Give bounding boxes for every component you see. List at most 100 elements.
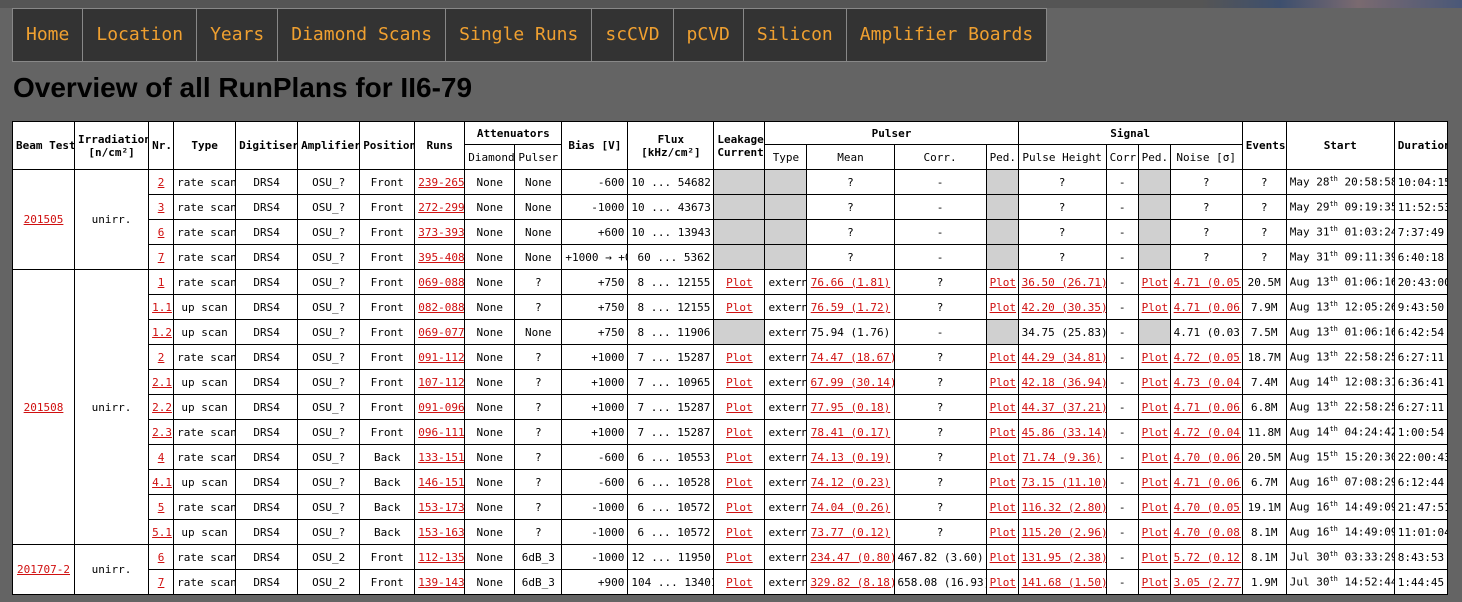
nav-home[interactable]: Home <box>12 8 83 62</box>
signal-noise-cell-link[interactable]: 4.70 (0.05) <box>1173 500 1243 514</box>
leakage-cell-link[interactable]: Plot <box>726 525 753 539</box>
leakage-cell-link[interactable]: Plot <box>726 500 753 514</box>
nr-cell-link[interactable]: 2 <box>157 175 165 189</box>
signal-ped-cell-link[interactable]: Plot <box>1141 475 1169 489</box>
pulser-mean-cell-link[interactable]: 329.82 (8.18) <box>810 575 894 589</box>
pulser-ped-cell-link[interactable]: Plot <box>989 375 1017 389</box>
runs-cell-link[interactable]: 096-111 <box>418 425 465 439</box>
pulser-mean-cell-link[interactable]: 74.04 (0.26) <box>810 500 891 514</box>
signal-ped-cell-link[interactable]: Plot <box>1141 275 1169 289</box>
beam-test-cell-link[interactable]: 201505 <box>23 213 64 226</box>
signal-noise-cell-link[interactable]: 4.71 (0.06) <box>1173 400 1243 414</box>
signal-ph-cell-link[interactable]: 141.68 (1.50) <box>1021 575 1107 589</box>
nav-years[interactable]: Years <box>196 8 278 62</box>
signal-noise-cell-link[interactable]: 4.71 (0.05) <box>1173 275 1243 289</box>
nav-diamond-scans[interactable]: Diamond Scans <box>277 8 446 62</box>
beam-test-cell-link[interactable]: 201707-2 <box>17 563 70 576</box>
pulser-mean-cell-link[interactable]: 74.47 (18.67) <box>810 350 894 364</box>
runs-cell-link[interactable]: 153-163 <box>418 525 465 539</box>
pulser-mean-cell-link[interactable]: 67.99 (30.14) <box>810 375 894 389</box>
signal-ped-cell-link[interactable]: Plot <box>1141 500 1169 514</box>
nav-sccvd[interactable]: scCVD <box>591 8 673 62</box>
nav-pcvd[interactable]: pCVD <box>672 8 743 62</box>
nr-cell-link[interactable]: 7 <box>157 250 165 264</box>
leakage-cell-link[interactable]: Plot <box>726 375 753 389</box>
pulser-ped-cell-link[interactable]: Plot <box>989 400 1017 414</box>
pulser-mean-cell-link[interactable]: 76.66 (1.81) <box>810 275 891 289</box>
runs-cell-link[interactable]: 133-151 <box>418 450 465 464</box>
nr-cell-link[interactable]: 1 <box>157 275 165 289</box>
signal-ped-cell-link[interactable]: Plot <box>1141 400 1169 414</box>
nr-cell-link[interactable]: 7 <box>157 575 165 589</box>
leakage-cell-link[interactable]: Plot <box>726 300 753 314</box>
nr-cell-link[interactable]: 5.1 <box>152 525 172 539</box>
runs-cell-link[interactable]: 272-299 <box>418 200 465 214</box>
nav-single-runs[interactable]: Single Runs <box>445 8 592 62</box>
leakage-cell-link[interactable]: Plot <box>726 475 753 489</box>
nav-silicon[interactable]: Silicon <box>742 8 846 62</box>
runs-cell-link[interactable]: 373-393 <box>418 225 465 239</box>
nr-cell-link[interactable]: 4.1 <box>152 475 172 489</box>
runs-cell-link[interactable]: 139-143 <box>418 575 465 589</box>
runs-cell-link[interactable]: 082-088 <box>418 300 465 314</box>
runs-cell-link[interactable]: 112-135 <box>418 550 465 564</box>
pulser-ped-cell-link[interactable]: Plot <box>989 500 1017 514</box>
leakage-cell-link[interactable]: Plot <box>726 350 753 364</box>
nr-cell-link[interactable]: 5 <box>157 500 165 514</box>
leakage-cell-link[interactable]: Plot <box>726 550 753 564</box>
signal-noise-cell-link[interactable]: 4.70 (0.08) <box>1173 525 1243 539</box>
signal-ped-cell-link[interactable]: Plot <box>1141 525 1169 539</box>
nr-cell-link[interactable]: 2.1 <box>152 375 172 389</box>
signal-ped-cell-link[interactable]: Plot <box>1141 375 1169 389</box>
runs-cell-link[interactable]: 069-088 <box>418 275 465 289</box>
pulser-ped-cell-link[interactable]: Plot <box>989 525 1017 539</box>
nav-amplifier-boards[interactable]: Amplifier Boards <box>845 8 1048 62</box>
runs-cell-link[interactable]: 069-077 <box>418 325 465 339</box>
signal-noise-cell-link[interactable]: 5.72 (0.12) <box>1173 550 1243 564</box>
pulser-mean-cell-link[interactable]: 74.13 (0.19) <box>810 450 891 464</box>
signal-noise-cell-link[interactable]: 4.71 (0.06) <box>1173 300 1243 314</box>
signal-ph-cell-link[interactable]: 115.20 (2.96) <box>1021 525 1107 539</box>
nr-cell-link[interactable]: 2.2 <box>152 400 172 414</box>
beam-test-cell-link[interactable]: 201508 <box>23 400 64 414</box>
signal-ped-cell-link[interactable]: Plot <box>1141 350 1169 364</box>
signal-ph-cell-link[interactable]: 116.32 (2.80) <box>1021 500 1107 514</box>
signal-noise-cell-link[interactable]: 3.05 (2.77) <box>1173 575 1243 589</box>
pulser-ped-cell-link[interactable]: Plot <box>989 475 1017 489</box>
nr-cell-link[interactable]: 1.2 <box>152 325 172 339</box>
signal-ph-cell-link[interactable]: 73.15 (11.10) <box>1021 475 1107 489</box>
runs-cell-link[interactable]: 239-265 <box>418 175 465 189</box>
signal-ph-cell-link[interactable]: 42.18 (36.94) <box>1021 375 1107 389</box>
signal-noise-cell-link[interactable]: 4.73 (0.04) <box>1173 375 1243 389</box>
signal-ph-cell-link[interactable]: 44.37 (37.21) <box>1021 400 1107 414</box>
signal-noise-cell-link[interactable]: 4.70 (0.06) <box>1173 450 1243 464</box>
nr-cell-link[interactable]: 6 <box>157 550 165 564</box>
runs-cell-link[interactable]: 091-112 <box>418 350 465 364</box>
signal-noise-cell-link[interactable]: 4.72 (0.05) <box>1173 350 1243 364</box>
pulser-ped-cell-link[interactable]: Plot <box>989 575 1017 589</box>
signal-ped-cell-link[interactable]: Plot <box>1141 425 1169 439</box>
pulser-ped-cell-link[interactable]: Plot <box>989 425 1017 439</box>
pulser-mean-cell-link[interactable]: 77.95 (0.18) <box>810 400 891 414</box>
leakage-cell-link[interactable]: Plot <box>726 425 753 439</box>
signal-ped-cell-link[interactable]: Plot <box>1141 575 1169 589</box>
pulser-mean-cell-link[interactable]: 74.12 (0.23) <box>810 475 891 489</box>
nr-cell-link[interactable]: 2 <box>157 350 165 364</box>
nr-cell-link[interactable]: 6 <box>157 225 165 239</box>
leakage-cell-link[interactable]: Plot <box>726 275 753 289</box>
nr-cell-link[interactable]: 2.3 <box>152 425 172 439</box>
runs-cell-link[interactable]: 153-173 <box>418 500 465 514</box>
leakage-cell-link[interactable]: Plot <box>726 575 753 589</box>
nav-location[interactable]: Location <box>82 8 197 62</box>
signal-ph-cell-link[interactable]: 131.95 (2.38) <box>1021 550 1107 564</box>
pulser-mean-cell-link[interactable]: 76.59 (1.72) <box>810 300 891 314</box>
runs-cell-link[interactable]: 091-096 <box>418 400 465 414</box>
leakage-cell-link[interactable]: Plot <box>726 400 753 414</box>
pulser-mean-cell-link[interactable]: 234.47 (0.80) <box>810 550 894 564</box>
signal-ph-cell-link[interactable]: 45.86 (33.14) <box>1021 425 1107 439</box>
signal-ph-cell-link[interactable]: 44.29 (34.81) <box>1021 350 1107 364</box>
signal-ped-cell-link[interactable]: Plot <box>1141 300 1169 314</box>
runs-cell-link[interactable]: 395-408 <box>418 250 465 264</box>
nr-cell-link[interactable]: 4 <box>157 450 165 464</box>
pulser-ped-cell-link[interactable]: Plot <box>989 275 1017 289</box>
